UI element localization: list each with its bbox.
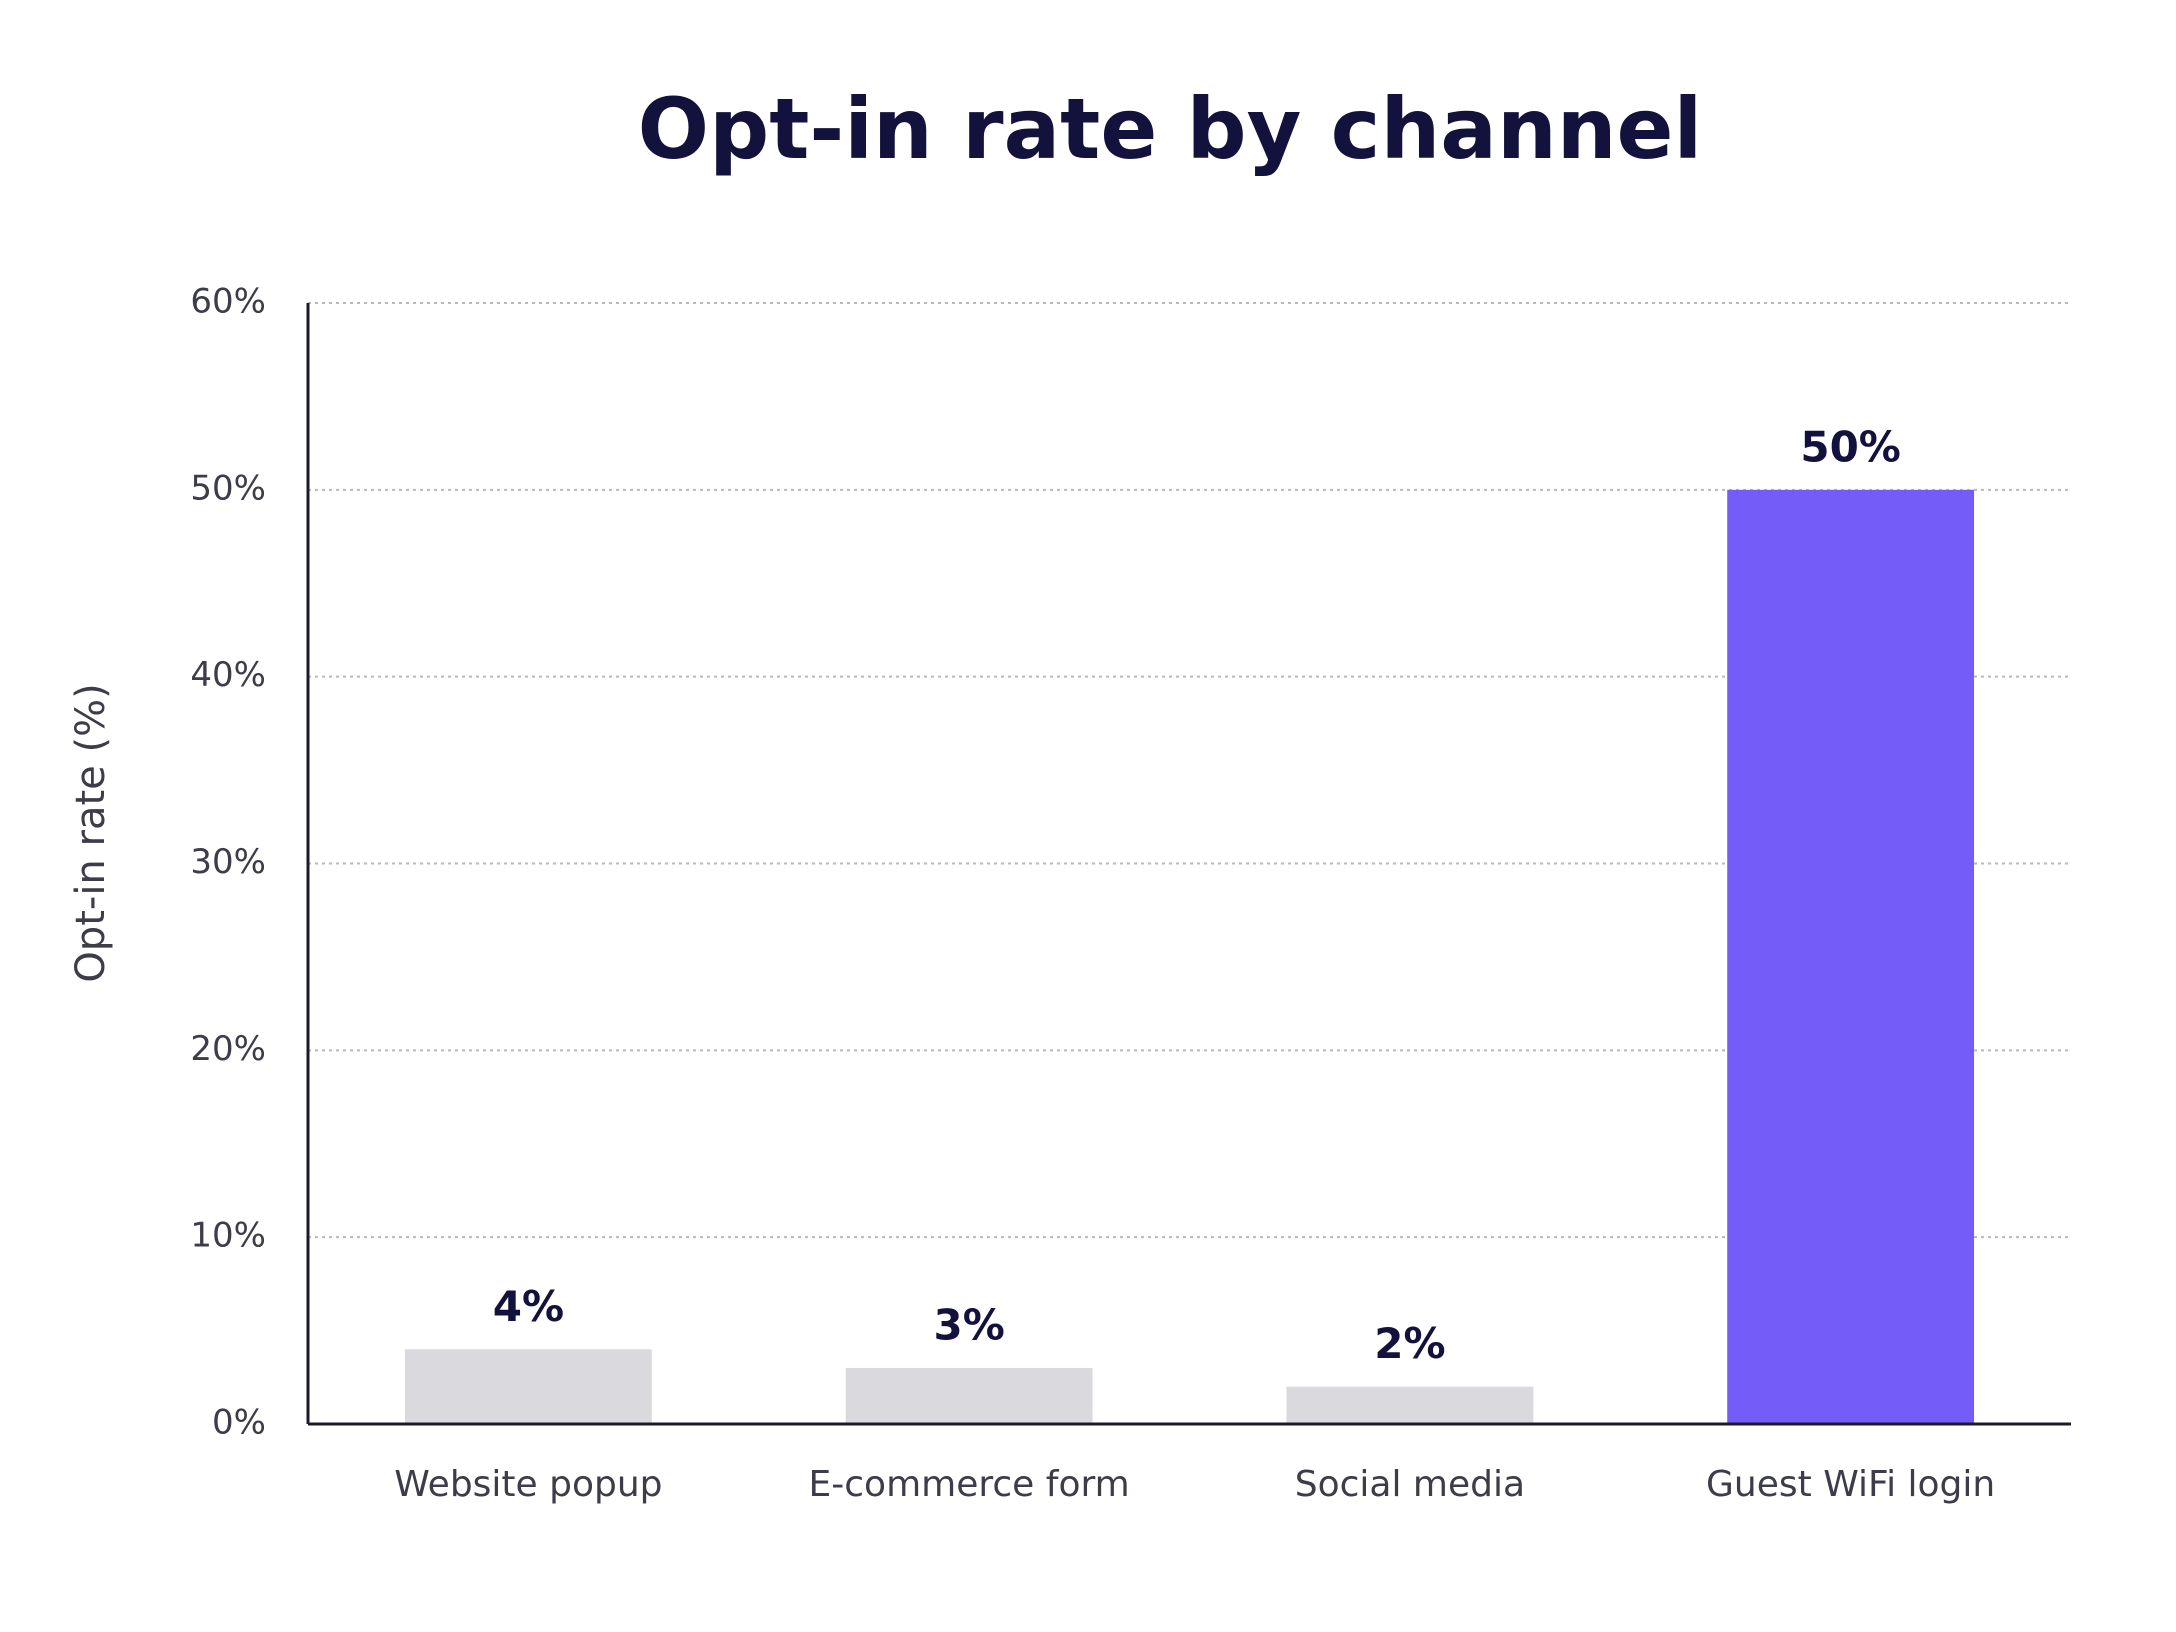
y-axis-label: Opt-in rate (%) bbox=[68, 683, 114, 982]
y-tick-label: 20% bbox=[190, 1029, 266, 1069]
y-tick-label: 40% bbox=[190, 655, 266, 695]
x-tick-label: E-commerce form bbox=[809, 1464, 1130, 1505]
y-tick-label: 60% bbox=[190, 282, 266, 322]
chart-title: Opt-in rate by channel bbox=[638, 80, 1703, 178]
y-tick-label: 50% bbox=[190, 468, 266, 508]
y-tick-label: 10% bbox=[190, 1216, 266, 1256]
x-tick-label: Guest WiFi login bbox=[1706, 1464, 1995, 1505]
value-label: 4% bbox=[493, 1282, 564, 1331]
y-tick-label: 0% bbox=[212, 1403, 266, 1443]
value-label: 3% bbox=[933, 1300, 1004, 1349]
x-tick-label: Social media bbox=[1295, 1464, 1525, 1505]
bar bbox=[1286, 1386, 1534, 1424]
bar bbox=[404, 1349, 652, 1424]
x-tick-label: Website popup bbox=[394, 1464, 662, 1505]
value-label: 50% bbox=[1800, 422, 1901, 471]
bar bbox=[1727, 489, 1975, 1424]
y-tick-label: 30% bbox=[190, 842, 266, 882]
bar bbox=[845, 1367, 1093, 1424]
value-label: 2% bbox=[1374, 1319, 1445, 1368]
